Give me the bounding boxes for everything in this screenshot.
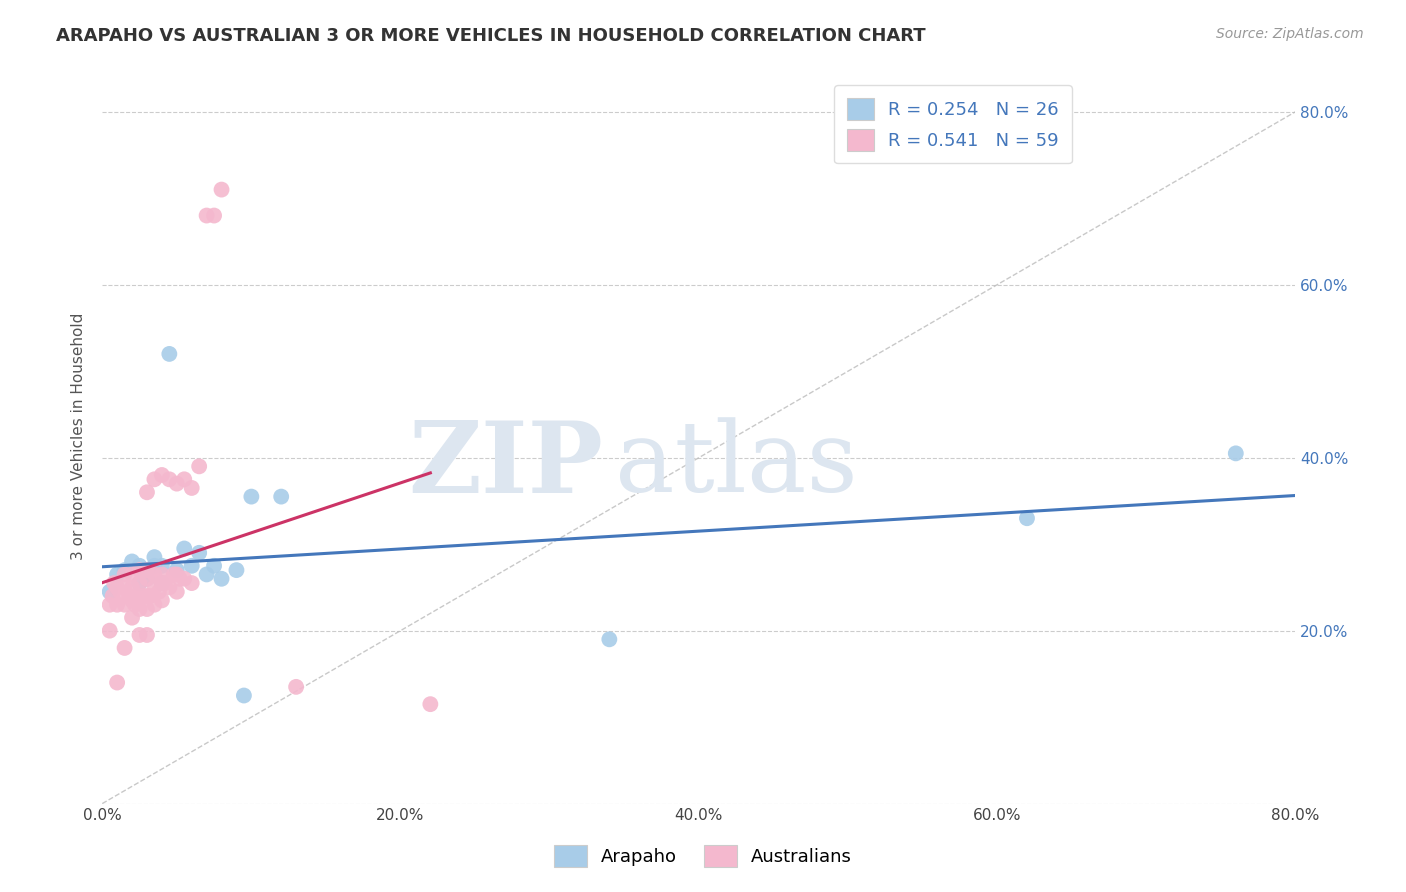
Point bbox=[114, 598, 136, 612]
Point bbox=[157, 472, 180, 486]
Point bbox=[121, 610, 143, 624]
Point bbox=[121, 581, 143, 595]
Point bbox=[180, 558, 202, 573]
Text: Source: ZipAtlas.com: Source: ZipAtlas.com bbox=[1216, 27, 1364, 41]
Point bbox=[124, 598, 146, 612]
Point bbox=[105, 598, 128, 612]
Point bbox=[114, 581, 136, 595]
Point bbox=[157, 347, 180, 361]
Point bbox=[136, 602, 159, 616]
Point bbox=[136, 628, 159, 642]
Point bbox=[136, 563, 159, 577]
Point bbox=[225, 563, 247, 577]
Point bbox=[108, 584, 131, 599]
Point bbox=[128, 558, 150, 573]
Point bbox=[169, 572, 191, 586]
Point bbox=[128, 628, 150, 642]
Point bbox=[136, 485, 159, 500]
Point bbox=[98, 598, 121, 612]
Point bbox=[1015, 511, 1038, 525]
Point bbox=[150, 593, 173, 607]
Point bbox=[202, 209, 225, 223]
Point bbox=[121, 567, 143, 582]
Point bbox=[150, 576, 173, 591]
Point bbox=[180, 576, 202, 591]
Legend: Arapaho, Australians: Arapaho, Australians bbox=[547, 838, 859, 874]
Point bbox=[143, 581, 166, 595]
Point bbox=[150, 567, 173, 582]
Point bbox=[166, 567, 188, 582]
Point bbox=[105, 581, 128, 595]
Point bbox=[136, 572, 159, 586]
Point bbox=[118, 589, 141, 603]
Point bbox=[153, 576, 176, 591]
Text: ARAPAHO VS AUSTRALIAN 3 OR MORE VEHICLES IN HOUSEHOLD CORRELATION CHART: ARAPAHO VS AUSTRALIAN 3 OR MORE VEHICLES… bbox=[56, 27, 927, 45]
Point bbox=[166, 563, 188, 577]
Point bbox=[166, 584, 188, 599]
Point bbox=[240, 490, 263, 504]
Point bbox=[143, 567, 166, 582]
Point bbox=[150, 576, 173, 591]
Point bbox=[114, 640, 136, 655]
Point bbox=[103, 576, 125, 591]
Point bbox=[128, 563, 150, 577]
Point bbox=[136, 572, 159, 586]
Y-axis label: 3 or more Vehicles in Household: 3 or more Vehicles in Household bbox=[72, 312, 86, 560]
Point bbox=[105, 675, 128, 690]
Point bbox=[211, 572, 233, 586]
Point bbox=[148, 584, 170, 599]
Point bbox=[188, 459, 211, 474]
Point bbox=[232, 689, 254, 703]
Point bbox=[139, 589, 162, 603]
Point bbox=[132, 589, 155, 603]
Point bbox=[173, 572, 195, 586]
Point bbox=[128, 602, 150, 616]
Point bbox=[270, 490, 292, 504]
Point bbox=[150, 467, 173, 482]
Point bbox=[285, 680, 308, 694]
Point bbox=[173, 472, 195, 486]
Point bbox=[143, 598, 166, 612]
Point bbox=[114, 563, 136, 577]
Point bbox=[121, 593, 143, 607]
Point bbox=[105, 567, 128, 582]
Point bbox=[188, 546, 211, 560]
Point bbox=[128, 589, 150, 603]
Point bbox=[128, 576, 150, 591]
Point bbox=[136, 589, 159, 603]
Point bbox=[143, 550, 166, 565]
Point bbox=[98, 584, 121, 599]
Legend: R = 0.254   N = 26, R = 0.541   N = 59: R = 0.254 N = 26, R = 0.541 N = 59 bbox=[834, 85, 1071, 163]
Point bbox=[180, 481, 202, 495]
Point bbox=[1225, 446, 1247, 460]
Point bbox=[598, 632, 620, 647]
Point bbox=[195, 567, 218, 582]
Text: ZIP: ZIP bbox=[409, 417, 603, 514]
Point bbox=[166, 476, 188, 491]
Text: atlas: atlas bbox=[616, 417, 858, 514]
Point bbox=[173, 541, 195, 556]
Point bbox=[101, 589, 124, 603]
Point bbox=[195, 209, 218, 223]
Point bbox=[163, 567, 186, 582]
Point bbox=[128, 576, 150, 591]
Point bbox=[419, 697, 441, 711]
Point bbox=[143, 472, 166, 486]
Point bbox=[121, 554, 143, 568]
Point bbox=[124, 589, 146, 603]
Point bbox=[98, 624, 121, 638]
Point bbox=[211, 183, 233, 197]
Point bbox=[114, 567, 136, 582]
Point bbox=[202, 558, 225, 573]
Point bbox=[143, 558, 166, 573]
Point bbox=[150, 558, 173, 573]
Point bbox=[157, 581, 180, 595]
